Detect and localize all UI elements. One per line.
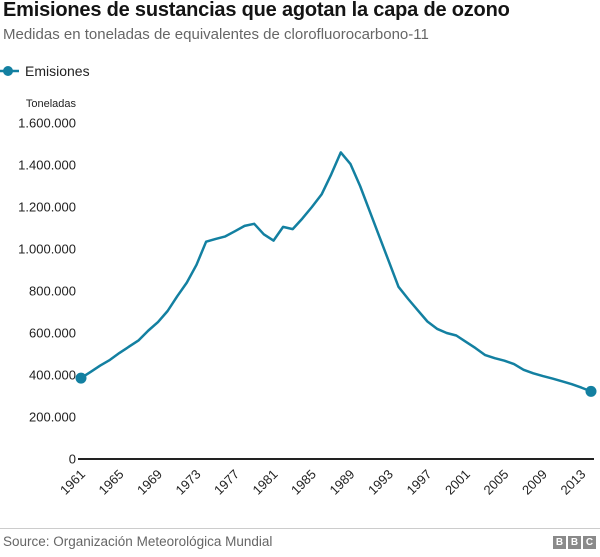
bbc-logo-letter: B bbox=[553, 536, 566, 549]
y-tick-label: 200.000 bbox=[29, 410, 76, 425]
source-credit: Source: Organización Meteorológica Mundi… bbox=[3, 534, 273, 549]
y-tick-label: 1.000.000 bbox=[18, 242, 76, 257]
x-tick-label: 2013 bbox=[557, 467, 588, 498]
legend-label: Emisiones bbox=[25, 63, 90, 79]
x-tick-label: 2001 bbox=[442, 467, 473, 498]
y-tick-label: 0 bbox=[69, 452, 76, 467]
chart-title: Emisiones de sustancias que agotan la ca… bbox=[3, 0, 510, 21]
x-tick-label: 1985 bbox=[288, 467, 319, 498]
y-tick-label: 400.000 bbox=[29, 368, 76, 383]
y-tick-label: 1.200.000 bbox=[18, 200, 76, 215]
x-tick-label: 1977 bbox=[211, 467, 242, 498]
legend: Emisiones bbox=[0, 63, 90, 79]
chart-subtitle: Medidas en toneladas de equivalentes de … bbox=[3, 26, 429, 43]
legend-line-marker-icon bbox=[0, 66, 19, 76]
bbc-logo-letter: C bbox=[583, 536, 596, 549]
x-tick-label: 1981 bbox=[250, 467, 281, 498]
x-tick-label: 1997 bbox=[403, 467, 434, 498]
x-tick-label: 2005 bbox=[480, 467, 511, 498]
line-chart: Toneladas 0 200.000 400.000 600.000 800.000 1.… bbox=[18, 98, 597, 498]
x-tick-label: 1989 bbox=[326, 467, 357, 498]
y-tick-label: 600.000 bbox=[29, 326, 76, 341]
x-tick-label: 1969 bbox=[134, 467, 165, 498]
endpoint-marker bbox=[75, 372, 87, 384]
footer-divider bbox=[0, 528, 600, 529]
x-tick-label: 1965 bbox=[96, 467, 127, 498]
y-tick-label: 800.000 bbox=[29, 284, 76, 299]
x-tick-label: 2009 bbox=[519, 467, 550, 498]
bbc-logo-letter: B bbox=[568, 536, 581, 549]
y-tick-label: 1.400.000 bbox=[18, 158, 76, 173]
x-tick-label: 1993 bbox=[365, 467, 396, 498]
x-tick-label: 1961 bbox=[57, 467, 88, 498]
y-tick-label: 1.600.000 bbox=[18, 116, 76, 131]
emissions-line bbox=[79, 151, 593, 393]
endpoint-marker bbox=[585, 385, 597, 397]
y-axis-unit-label: Toneladas bbox=[26, 98, 77, 110]
x-tick-label: 1973 bbox=[173, 467, 204, 498]
